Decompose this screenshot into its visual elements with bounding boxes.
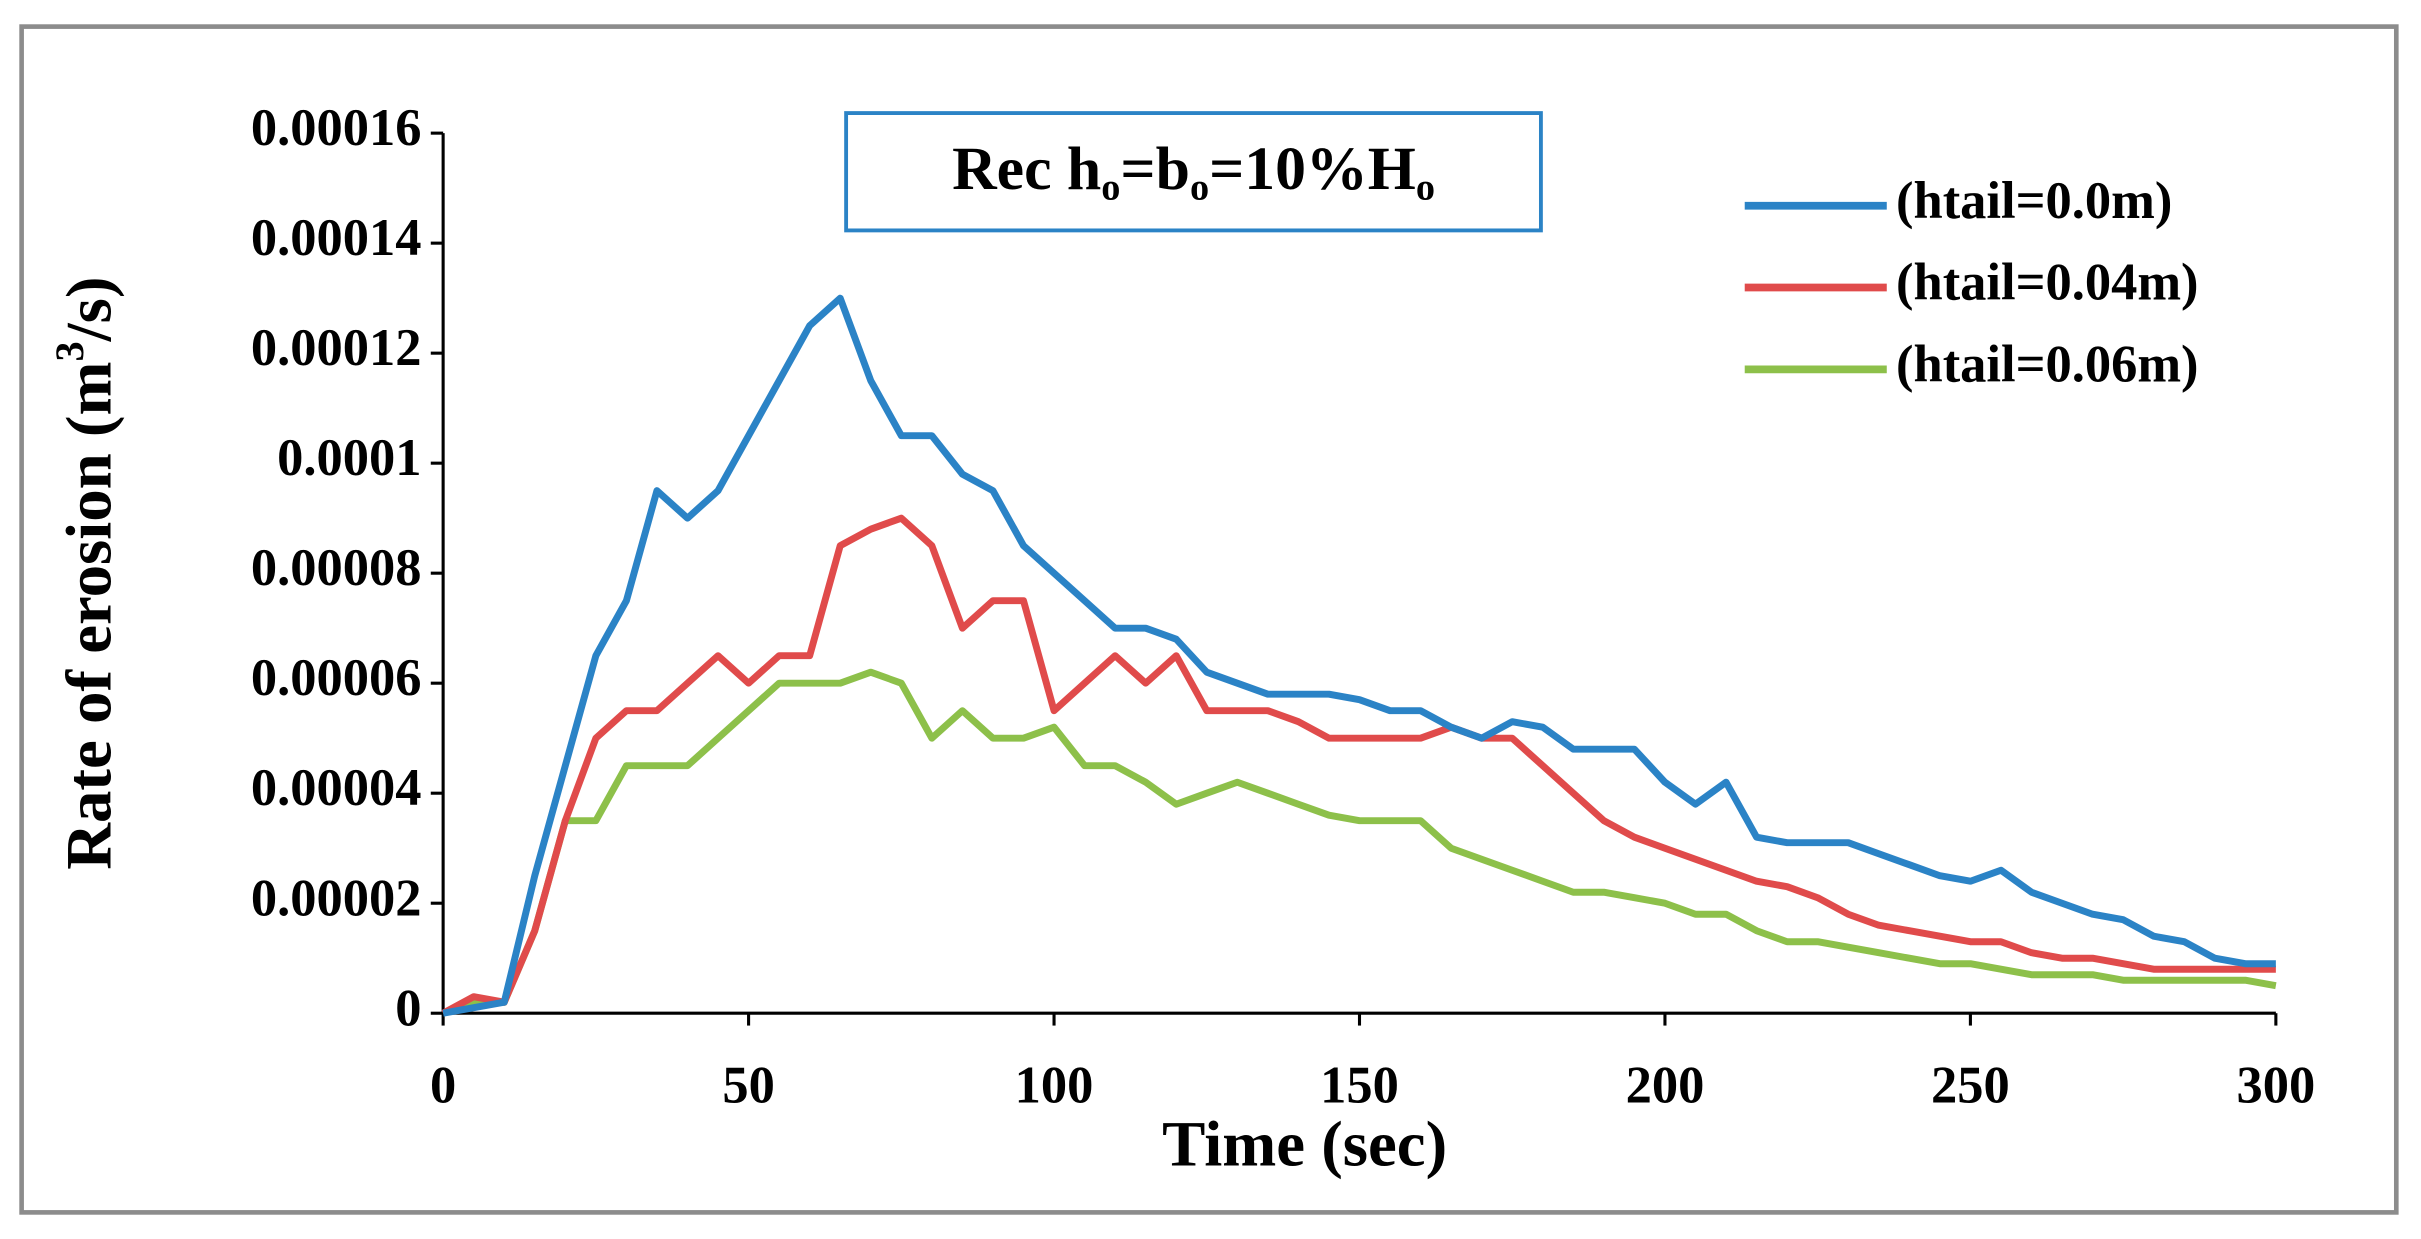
text-part: /s) bbox=[54, 277, 126, 343]
script: o bbox=[1101, 166, 1120, 208]
legend-label: (htail=0.04m) bbox=[1896, 254, 2199, 312]
text-part: =10%H bbox=[1209, 135, 1416, 203]
y-tick-label: 0.00012 bbox=[251, 319, 422, 377]
y-tick-label: 0.00006 bbox=[251, 649, 422, 707]
series-line bbox=[442, 294, 2276, 1017]
x-tick-label: 200 bbox=[1626, 1056, 1705, 1114]
y-tick-label: 0.00004 bbox=[251, 759, 422, 817]
series-line bbox=[441, 514, 2276, 1017]
y-tick-label: 0.00008 bbox=[251, 539, 422, 597]
script: o bbox=[1190, 166, 1209, 208]
y-tick-label: 0.00016 bbox=[251, 99, 422, 157]
x-tick-label: 250 bbox=[1931, 1056, 2010, 1114]
y-tick-label: 0 bbox=[395, 979, 421, 1037]
y-tick-label: 0.00002 bbox=[251, 869, 422, 927]
y-axis-label: Rate of erosion (m3/s) bbox=[47, 277, 125, 870]
x-tick-label: 50 bbox=[722, 1056, 774, 1114]
x-tick-label: 150 bbox=[1320, 1056, 1399, 1114]
title-box bbox=[844, 111, 1543, 233]
x-axis-label: Time (sec) bbox=[1162, 1109, 1447, 1181]
legend-label: (htail=0.0m) bbox=[1896, 172, 2172, 230]
x-tick-label: 100 bbox=[1015, 1056, 1094, 1114]
script: o bbox=[1416, 166, 1435, 208]
text-part: =b bbox=[1120, 135, 1190, 203]
text-part: Rec h bbox=[952, 135, 1101, 203]
x-tick-label: 0 bbox=[430, 1056, 456, 1114]
y-tick-label: 0.0001 bbox=[277, 429, 421, 487]
chart-title: Rec ho=bo=10%Ho bbox=[952, 135, 1435, 208]
x-tick-label: 300 bbox=[2236, 1056, 2315, 1114]
text-part: Rate of erosion (m bbox=[54, 361, 126, 869]
script: 3 bbox=[47, 341, 92, 361]
y-tick-label: 0.00014 bbox=[251, 209, 422, 267]
legend-label: (htail=0.06m) bbox=[1896, 335, 2199, 393]
series-line bbox=[441, 668, 2277, 1017]
